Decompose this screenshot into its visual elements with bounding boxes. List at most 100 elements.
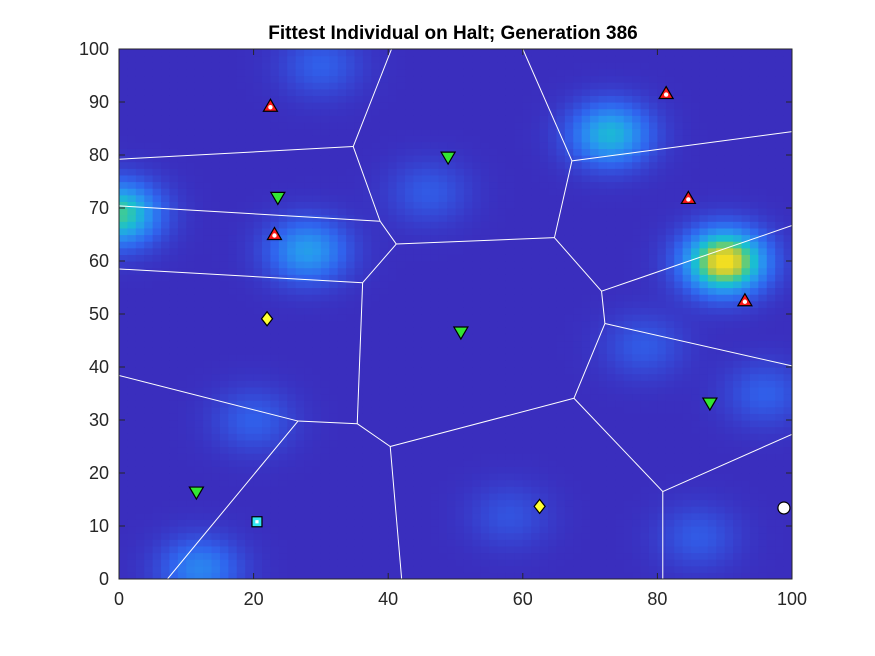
heatmap-cell [262, 532, 272, 540]
heatmap-cell [127, 545, 137, 554]
heatmap-cell [245, 559, 255, 567]
heatmap-cell [472, 141, 482, 149]
heatmap-cell [262, 274, 272, 282]
heatmap-cell [169, 201, 179, 209]
heatmap-cell [320, 254, 330, 262]
heatmap-cell [480, 128, 490, 136]
heatmap-cell [489, 75, 499, 83]
heatmap-cell [262, 280, 272, 289]
heatmap-cell [337, 274, 347, 282]
heatmap-cell [371, 406, 381, 414]
heatmap-cell [169, 135, 179, 143]
heatmap-cell [219, 161, 229, 169]
heatmap-cell [522, 486, 532, 494]
heatmap-cell [640, 545, 650, 554]
heatmap-cell [640, 565, 650, 573]
heatmap-cell [161, 234, 171, 242]
heatmap-cell [480, 135, 490, 143]
heatmap-cell [447, 320, 457, 328]
heatmap-cell [228, 360, 238, 368]
heatmap-cell [632, 214, 642, 222]
heatmap-cell [287, 459, 297, 467]
heatmap-cell [295, 473, 305, 481]
heatmap-cell [211, 479, 221, 487]
heatmap-cell [564, 340, 574, 348]
heatmap-cell [590, 294, 600, 302]
heatmap-cell [606, 512, 616, 520]
heatmap-cell [539, 413, 549, 421]
heatmap-cell [278, 559, 288, 567]
heatmap-cell [421, 188, 431, 196]
heatmap-cell [463, 188, 473, 196]
heatmap-cell [430, 115, 440, 123]
heatmap-cell [396, 353, 406, 361]
heatmap-cell [354, 320, 364, 328]
heatmap-cell [598, 174, 608, 183]
heatmap-cell [337, 155, 347, 163]
heatmap-cell [135, 55, 145, 63]
heatmap-cell [169, 214, 179, 222]
heatmap-cell [514, 333, 524, 342]
heatmap-cell [413, 539, 423, 547]
heatmap-cell [396, 194, 406, 202]
heatmap-cell [228, 320, 238, 328]
heatmap-cell [262, 108, 272, 116]
heatmap-cell [615, 360, 625, 368]
heatmap-cell [590, 499, 600, 507]
heatmap-cell [522, 75, 532, 83]
heatmap-cell [362, 148, 372, 156]
heatmap-cell [522, 174, 532, 183]
heatmap-cell [564, 519, 574, 527]
heatmap-cell [573, 62, 583, 70]
heatmap-cell [304, 62, 314, 70]
heatmap-cell [219, 82, 229, 90]
heatmap-cell [337, 227, 347, 236]
heatmap-cell [144, 340, 154, 348]
heatmap-cell [278, 526, 288, 534]
heatmap-cell [119, 439, 129, 448]
heatmap-cell [253, 353, 263, 361]
heatmap-cell [245, 267, 255, 275]
heatmap-cell [304, 526, 314, 534]
heatmap-cell [421, 426, 431, 434]
heatmap-cell [219, 512, 229, 520]
heatmap-cell [320, 552, 330, 560]
heatmap-cell [228, 287, 238, 295]
heatmap-cell [236, 208, 246, 216]
heatmap-cell [606, 115, 616, 123]
heatmap-cell [203, 201, 213, 209]
heatmap-cell [161, 108, 171, 116]
heatmap-cell [262, 565, 272, 573]
heatmap-cell [447, 439, 457, 448]
heatmap-cell [606, 261, 616, 269]
heatmap-cell [362, 267, 372, 275]
heatmap-cell [371, 386, 381, 395]
heatmap-cell [463, 75, 473, 83]
heatmap-cell [245, 241, 255, 249]
heatmap-cell [623, 572, 633, 579]
heatmap-cell [278, 539, 288, 547]
heatmap-cell [119, 141, 129, 149]
heatmap-cell [505, 473, 515, 481]
heatmap-cell [421, 400, 431, 408]
heatmap-cell [270, 499, 280, 507]
heatmap-cell [262, 234, 272, 242]
heatmap-cell [161, 135, 171, 143]
heatmap-cell [539, 221, 549, 229]
heatmap-cell [556, 519, 566, 527]
heatmap-cell [590, 214, 600, 222]
heatmap-cell [531, 261, 541, 269]
heatmap-cell [320, 300, 330, 308]
heatmap-cell [127, 466, 137, 474]
heatmap-cell [127, 267, 137, 275]
heatmap-cell [573, 267, 583, 275]
heatmap-cell [228, 267, 238, 275]
heatmap-cell [480, 446, 490, 454]
heatmap-cell [463, 433, 473, 441]
heatmap-cell [548, 373, 558, 381]
heatmap-cell [186, 49, 196, 57]
heatmap-cell [346, 373, 356, 381]
heatmap-cell [505, 261, 515, 269]
heatmap-cell [169, 55, 179, 63]
heatmap-cell [152, 459, 162, 467]
